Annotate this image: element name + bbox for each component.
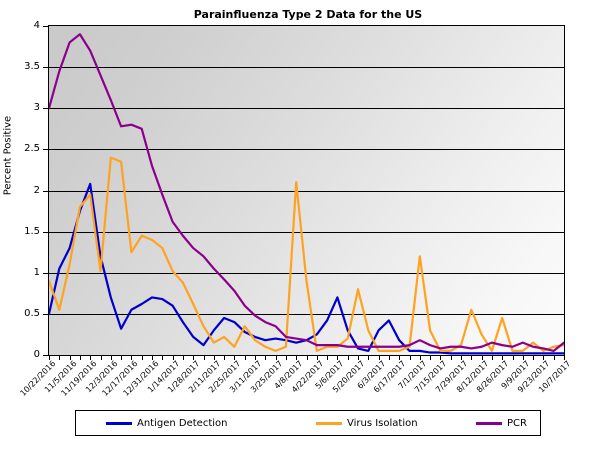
y-axis-tick: [43, 273, 48, 274]
gridline: [49, 314, 564, 315]
y-axis-tick: [43, 26, 48, 27]
x-axis-tick: [214, 356, 215, 360]
legend-color-swatch: [106, 421, 132, 425]
y-axis-tick-label: 2.5: [24, 143, 40, 154]
x-axis-tick: [162, 356, 163, 360]
gridline: [49, 191, 564, 192]
x-axis-tick: [379, 356, 380, 360]
x-axis-tick: [286, 356, 287, 360]
y-axis-tick-label: 0.5: [24, 308, 40, 319]
x-axis-tick: [80, 356, 81, 360]
x-axis-tick: [554, 356, 555, 360]
x-axis-tick: [255, 356, 256, 360]
x-axis-tick: [430, 356, 431, 360]
x-axis-tick: [90, 356, 91, 360]
x-axis-tick: [224, 356, 225, 360]
x-axis-tick: [410, 356, 411, 360]
x-axis-tick: [204, 356, 205, 360]
gridline: [49, 108, 564, 109]
legend-item[interactable]: Antigen Detection: [106, 415, 227, 431]
y-axis-tick: [43, 67, 48, 68]
x-axis-tick: [276, 356, 277, 360]
x-axis-tick: [307, 356, 308, 360]
y-axis-tick: [43, 149, 48, 150]
plot-area: [48, 25, 565, 356]
legend-label: Antigen Detection: [137, 417, 228, 429]
x-axis-tick: [142, 356, 143, 360]
x-axis-tick: [482, 356, 483, 360]
y-axis-tick-label: 3.5: [24, 61, 40, 72]
x-axis-tick: [564, 356, 565, 360]
y-axis-tick-label: 0: [33, 349, 40, 360]
x-axis-tick: [451, 356, 452, 360]
x-axis-tick: [502, 356, 503, 360]
x-axis-tick: [70, 356, 71, 360]
x-axis-tick: [420, 356, 421, 360]
x-axis-tick: [543, 356, 544, 360]
y-axis-tick: [43, 314, 48, 315]
x-axis-tick: [492, 356, 493, 360]
chart-legend: Antigen Detection Virus Isolation PCR: [75, 410, 541, 436]
x-axis-tick: [121, 356, 122, 360]
y-axis-tick-label: 3: [33, 102, 40, 113]
x-axis-tick: [358, 356, 359, 360]
x-axis-tick: [265, 356, 266, 360]
x-axis-tick: [523, 356, 524, 360]
x-axis-tick: [440, 356, 441, 360]
legend-color-swatch: [476, 421, 502, 425]
x-axis-tick: [513, 356, 514, 360]
legend-color-swatch: [316, 421, 342, 425]
series-line: [49, 156, 564, 352]
x-axis-tick: [533, 356, 534, 360]
x-axis-tick: [101, 356, 102, 360]
series-line: [49, 33, 564, 352]
x-axis-tick: [49, 356, 50, 360]
y-axis-tick-label: 4: [33, 20, 40, 31]
legend-label: Virus Isolation: [347, 417, 418, 429]
y-axis-tick-label: 2: [33, 185, 40, 196]
x-axis-tick: [337, 356, 338, 360]
y-axis-tick: [43, 232, 48, 233]
x-axis-tick: [131, 356, 132, 360]
x-axis-tick: [317, 356, 318, 360]
x-axis-tick: [234, 356, 235, 360]
y-axis-tick-label: 1.5: [24, 226, 40, 237]
x-axis-tick: [245, 356, 246, 360]
x-axis-tick: [152, 356, 153, 360]
x-axis-tick: [389, 356, 390, 360]
x-axis-tick: [461, 356, 462, 360]
series-lines: [49, 33, 564, 355]
x-axis-tick: [471, 356, 472, 360]
legend-item[interactable]: Virus Isolation: [316, 415, 418, 431]
x-axis-tick: [368, 356, 369, 360]
chart-title: Parainfluenza Type 2 Data for the US: [193, 8, 423, 21]
x-axis-tick: [296, 356, 297, 360]
x-axis-tick: [173, 356, 174, 360]
y-axis-tick: [43, 355, 48, 356]
x-axis-tick: [59, 356, 60, 360]
gridline: [49, 149, 564, 150]
x-axis-tick: [183, 356, 184, 360]
legend-label: PCR: [507, 417, 527, 429]
x-axis-tick: [327, 356, 328, 360]
gridline: [49, 67, 564, 68]
legend-item[interactable]: PCR: [476, 415, 527, 431]
x-axis-tick: [348, 356, 349, 360]
y-axis-tick: [43, 191, 48, 192]
x-axis-tick: [111, 356, 112, 360]
gridline: [49, 232, 564, 233]
y-axis-tick-label: 1: [33, 267, 40, 278]
x-axis-tick: [193, 356, 194, 360]
y-axis-tick: [43, 108, 48, 109]
x-axis-tick: [399, 356, 400, 360]
